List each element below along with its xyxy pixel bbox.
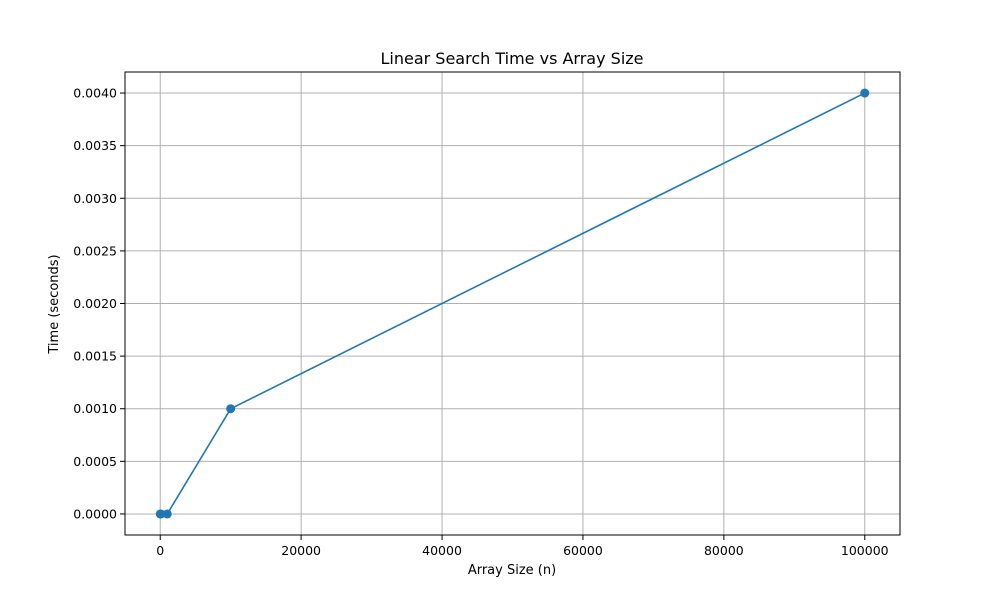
- x-tick-label: 80000: [704, 543, 744, 558]
- y-tick-label: 0.0000: [73, 506, 117, 521]
- y-tick-label: 0.0005: [73, 454, 117, 469]
- axis-ticks: 0 20000 40000 60000 80000 100000 0.0000 0.0005 0…: [73, 86, 888, 558]
- y-tick-label: 0.0040: [73, 86, 117, 101]
- x-tick-label: 60000: [563, 543, 603, 558]
- x-tick-label: 0: [156, 543, 164, 558]
- y-tick-label: 0.0015: [73, 349, 117, 364]
- chart-title: Linear Search Time vs Array Size: [380, 49, 643, 68]
- data-point: [860, 88, 870, 98]
- y-axis-label: Time (seconds): [47, 254, 62, 354]
- y-tick-label: 0.0030: [73, 191, 117, 206]
- data-point: [162, 509, 172, 519]
- y-tick-label: 0.0035: [73, 138, 117, 153]
- x-tick-label: 100000: [841, 543, 889, 558]
- data-point: [226, 404, 236, 414]
- series-layer: [155, 88, 870, 519]
- y-tick-label: 0.0010: [73, 401, 117, 416]
- x-axis-label: Array Size (n): [468, 563, 556, 578]
- y-tick-label: 0.0025: [73, 243, 117, 258]
- data-point: [156, 509, 166, 519]
- x-tick-label: 20000: [281, 543, 321, 558]
- grid-lines: [125, 72, 900, 535]
- x-tick-label: 40000: [422, 543, 462, 558]
- y-tick-label: 0.0020: [73, 296, 117, 311]
